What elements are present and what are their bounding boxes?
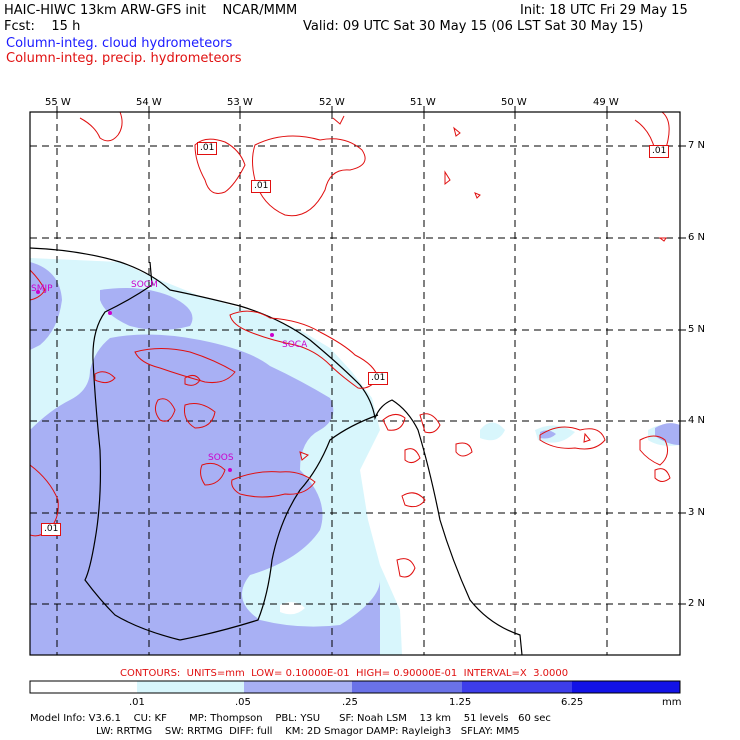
colorbar-unit: mm	[662, 697, 682, 708]
lat-label: 6 N	[688, 232, 706, 243]
lon-label: 54 W	[136, 97, 162, 108]
lat-label: 3 N	[688, 507, 706, 518]
map-frame	[29, 111, 681, 656]
colorbar-tick: .25	[342, 697, 358, 708]
colorbar-tick: .01	[129, 697, 145, 708]
lon-label: 49 W	[593, 97, 619, 108]
colorbar-tick: .05	[235, 697, 251, 708]
station-label: SMJP	[31, 284, 53, 294]
init-time: Init: 18 UTC Fri 29 May 15	[520, 3, 688, 18]
lon-label: 53 W	[227, 97, 253, 108]
contour-label: .01	[41, 523, 62, 536]
legend-cloud: Column-integ. cloud hydrometeors	[6, 36, 233, 51]
contour-label: .01	[197, 142, 218, 155]
station-label: SOCA	[282, 340, 308, 350]
legend-precip: Column-integ. precip. hydrometeors	[6, 51, 242, 66]
lon-label: 52 W	[319, 97, 345, 108]
lat-label: 2 N	[688, 598, 706, 609]
lon-label: 55 W	[45, 97, 71, 108]
lat-label: 5 N	[688, 324, 706, 335]
lat-label: 7 N	[688, 140, 706, 151]
station-label: SOOS	[208, 453, 234, 463]
contour-label: .01	[251, 180, 272, 193]
contours-info: CONTOURS: UNITS=mm LOW= 0.10000E-01 HIGH…	[120, 668, 569, 679]
contour-label: .01	[368, 372, 389, 385]
forecast-hour: Fcst: 15 h	[4, 19, 81, 34]
model-info-line2: LW: RRTMG SW: RRTMG DIFF: full KM: 2D Sm…	[96, 726, 520, 737]
station-label: SOCM	[131, 280, 158, 290]
cloud-region-medium	[30, 262, 62, 350]
plot-title: HAIC-HIWC 13km ARW-GFS init NCAR/MMM	[4, 3, 298, 18]
lat-label: 4 N	[688, 415, 706, 426]
colorbar-tick: 1.25	[449, 697, 472, 708]
lon-label: 51 W	[410, 97, 436, 108]
colorbar-tick: 6.25	[561, 697, 584, 708]
model-info-line1: Model Info: V3.6.1 CU: KF MP: Thompson P…	[30, 713, 551, 724]
contour-label: .01	[649, 145, 670, 158]
valid-time: Valid: 09 UTC Sat 30 May 15 (06 LST Sat …	[303, 19, 644, 34]
lon-label: 50 W	[501, 97, 527, 108]
lat-lon-grid	[30, 112, 680, 655]
